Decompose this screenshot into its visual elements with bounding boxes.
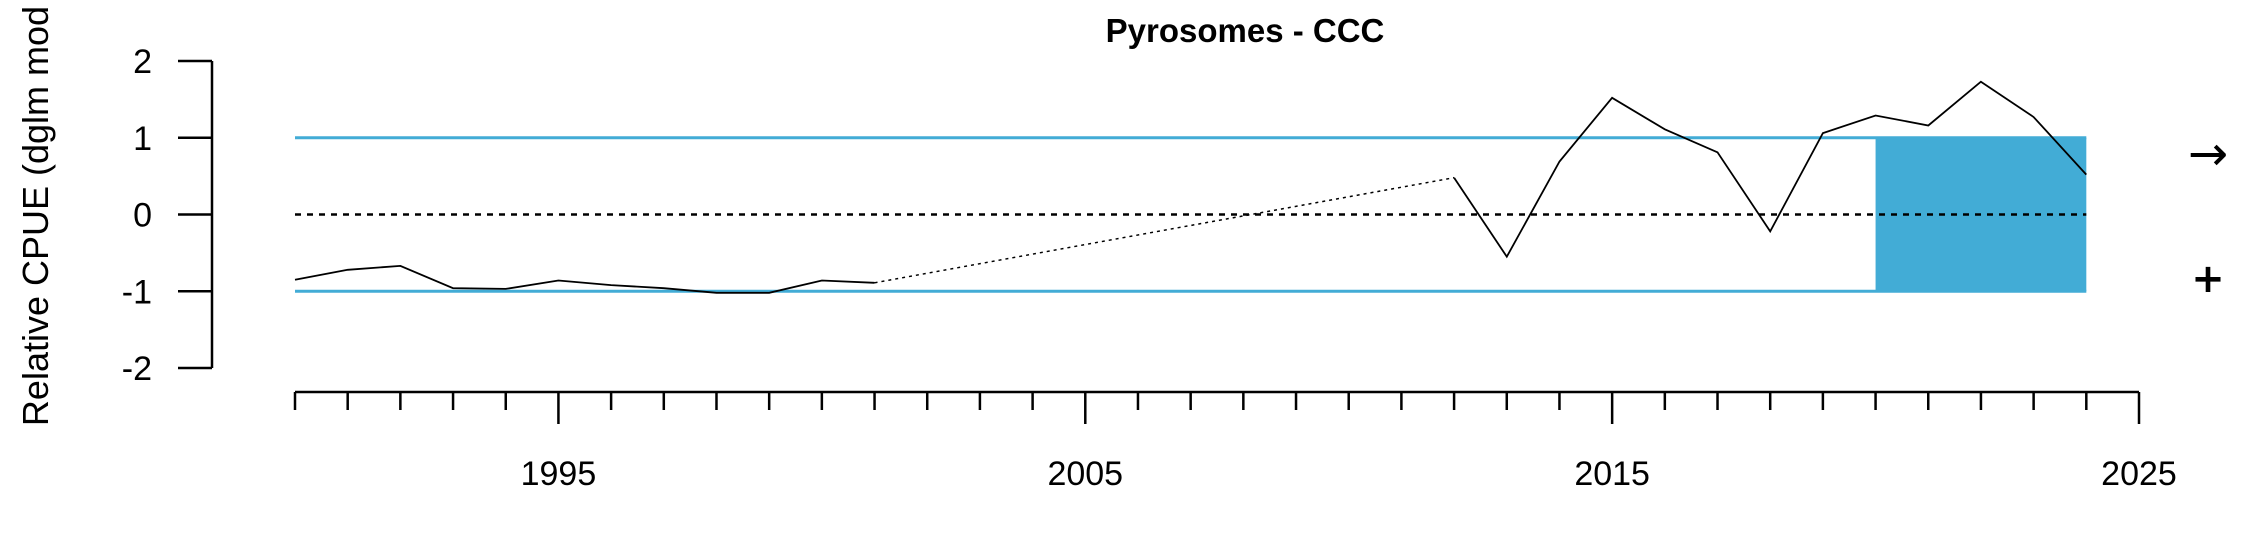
y-tick-label: 0 [133, 197, 152, 235]
data-gap-connector [874, 176, 1455, 284]
plus-icon: + [2191, 256, 2225, 302]
cpue-series [294, 80, 2087, 294]
trend-arrow-icon: → [2188, 126, 2228, 182]
y-axis: 2 1 0 -1 -2 [122, 43, 214, 388]
reference-lines [295, 136, 2087, 293]
y-tick-label: 2 [133, 43, 152, 81]
y-tick-label: -1 [122, 273, 152, 311]
gap-segment [874, 176, 1455, 284]
x-tick-label: 2015 [1574, 455, 1650, 493]
chart-title: Pyrosomes - CCC [1106, 12, 1385, 49]
series-line-2 [1453, 80, 2087, 259]
x-tick-label: 2025 [2101, 455, 2177, 493]
x-tick-label: 2005 [1047, 455, 1123, 493]
y-axis-label: Relative CPUE (dglm mod [15, 6, 56, 426]
series-line-1 [294, 264, 875, 294]
x-axis: 1995 2005 2015 2025 [293, 390, 2177, 493]
y-tick-label: -2 [122, 350, 152, 388]
y-tick-label: 1 [133, 120, 152, 158]
x-tick-label: 1995 [521, 455, 597, 493]
